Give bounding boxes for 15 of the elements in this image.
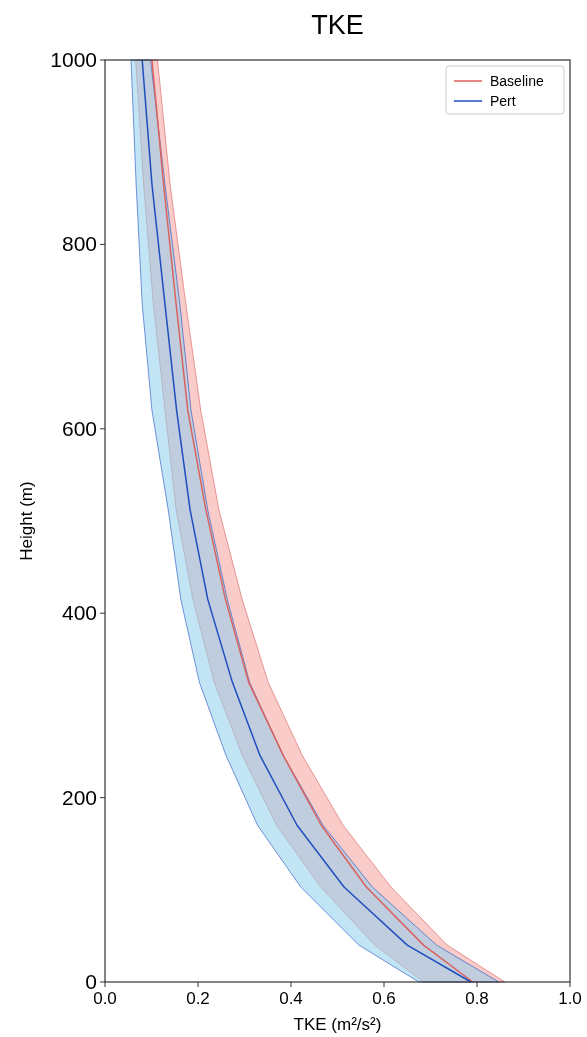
y-tick-label: 1000	[50, 48, 97, 71]
y-tick-label: 600	[61, 416, 97, 440]
x-tick-label: 1.0	[558, 989, 582, 1008]
x-tick-label: 0.2	[186, 989, 210, 1008]
legend-label: Pert	[490, 93, 516, 109]
x-tick-label: 0.4	[279, 989, 303, 1008]
y-tick-label: 800	[61, 232, 97, 256]
x-tick-label: 0.6	[372, 989, 396, 1008]
chart-title: TKE	[311, 10, 364, 40]
x-tick-label: 0.8	[465, 989, 489, 1008]
legend-label: Baseline	[490, 73, 544, 89]
y-tick-label: 200	[61, 785, 97, 809]
y-axis-title: Height (m)	[17, 481, 36, 561]
x-axis-title: TKE (m²/s²)	[293, 1015, 382, 1034]
y-tick-label: 400	[61, 601, 97, 625]
